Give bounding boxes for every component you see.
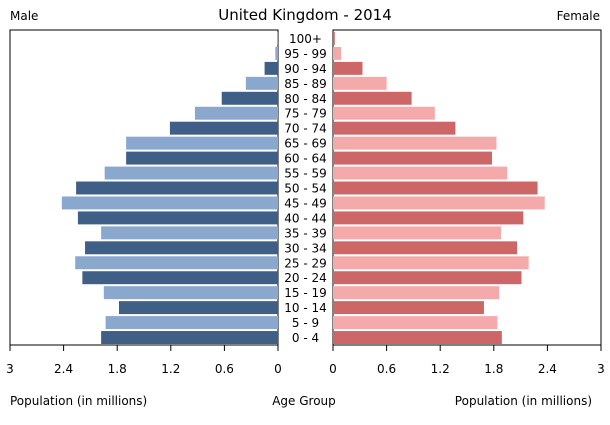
male-bar xyxy=(264,61,278,75)
tick-label: 1.2 xyxy=(431,362,450,376)
female-bar xyxy=(333,151,493,165)
female-axis-ticks: 0 0.6 1.2 1.8 2.4 3 xyxy=(329,345,605,376)
male-bar xyxy=(194,106,278,120)
female-bar xyxy=(333,106,435,120)
age-group-label: 85 - 89 xyxy=(284,77,327,91)
female-bars xyxy=(333,32,545,344)
male-bar xyxy=(85,241,278,255)
age-group-label: 25 - 29 xyxy=(284,256,327,270)
tick-label: 0.6 xyxy=(377,362,396,376)
female-bar xyxy=(333,91,412,105)
male-bar xyxy=(61,196,279,210)
age-group-label: 45 - 49 xyxy=(284,196,327,210)
male-bar xyxy=(101,331,279,344)
age-group-label: 100+ xyxy=(289,32,322,46)
male-bar xyxy=(275,46,278,60)
female-bar xyxy=(333,256,529,270)
tick-label: 1.8 xyxy=(108,362,127,376)
male-bar xyxy=(76,181,278,195)
male-bar xyxy=(77,211,278,225)
male-bars xyxy=(61,32,279,344)
tick-label: 0 xyxy=(274,362,282,376)
center-axis-label: Age Group xyxy=(272,394,336,408)
female-bar xyxy=(333,136,497,150)
age-group-label: 95 - 99 xyxy=(284,47,327,61)
tick-label: 0 xyxy=(329,362,337,376)
female-bar xyxy=(333,211,524,225)
age-group-label: 40 - 44 xyxy=(284,211,327,225)
female-bar xyxy=(333,271,522,285)
age-group-label: 15 - 19 xyxy=(284,286,327,300)
male-bar xyxy=(103,286,278,300)
female-bar xyxy=(333,241,518,255)
age-group-label: 50 - 54 xyxy=(284,182,327,196)
age-group-label: 80 - 84 xyxy=(284,92,327,106)
tick-label: 0.6 xyxy=(215,362,234,376)
male-label: Male xyxy=(10,9,38,23)
age-group-label: 65 - 69 xyxy=(284,137,327,151)
age-group-label: 90 - 94 xyxy=(284,62,327,76)
male-bar xyxy=(245,76,278,90)
female-axis-label: Population (in millions) xyxy=(455,394,592,408)
female-label: Female xyxy=(557,9,600,23)
age-group-label: 30 - 34 xyxy=(284,241,327,255)
male-bar xyxy=(221,91,278,105)
female-bar xyxy=(333,316,498,330)
age-group-label: 0 - 4 xyxy=(292,331,319,345)
female-bar xyxy=(333,32,335,45)
age-group-label: 5 - 9 xyxy=(292,316,319,330)
age-group-label: 55 - 59 xyxy=(284,167,327,181)
male-bar xyxy=(105,316,278,330)
tick-label: 2.4 xyxy=(54,362,73,376)
male-bar xyxy=(82,271,278,285)
male-bar xyxy=(101,226,279,240)
male-axis-ticks: 3 2.4 1.8 1.2 0.6 0 xyxy=(6,345,282,376)
female-bar xyxy=(333,286,500,300)
female-bar xyxy=(333,196,545,210)
male-bar xyxy=(118,301,279,315)
age-group-label: 10 - 14 xyxy=(284,301,327,315)
female-bar xyxy=(333,226,501,240)
male-bar xyxy=(104,166,278,180)
male-axis-label: Population (in millions) xyxy=(10,394,147,408)
age-group-label: 20 - 24 xyxy=(284,271,327,285)
female-bar xyxy=(333,46,342,60)
tick-label: 1.8 xyxy=(484,362,503,376)
male-bar xyxy=(126,151,278,165)
male-bar xyxy=(75,256,279,270)
female-bar xyxy=(333,61,363,75)
age-group-label: 70 - 74 xyxy=(284,122,327,136)
age-group-label: 75 - 79 xyxy=(284,107,327,121)
tick-label: 2.4 xyxy=(538,362,557,376)
age-group-label: 60 - 64 xyxy=(284,152,327,166)
tick-label: 1.2 xyxy=(161,362,180,376)
male-bar xyxy=(169,121,278,135)
tick-label: 3 xyxy=(597,362,605,376)
age-group-label: 35 - 39 xyxy=(284,226,327,240)
chart-title: United Kingdom - 2014 xyxy=(218,6,392,24)
female-bar xyxy=(333,166,508,180)
female-bar xyxy=(333,121,456,135)
female-bar xyxy=(333,301,484,315)
female-bar xyxy=(333,76,387,90)
female-bar xyxy=(333,181,538,195)
male-bar xyxy=(126,136,278,150)
female-bar xyxy=(333,331,502,344)
tick-label: 3 xyxy=(6,362,14,376)
